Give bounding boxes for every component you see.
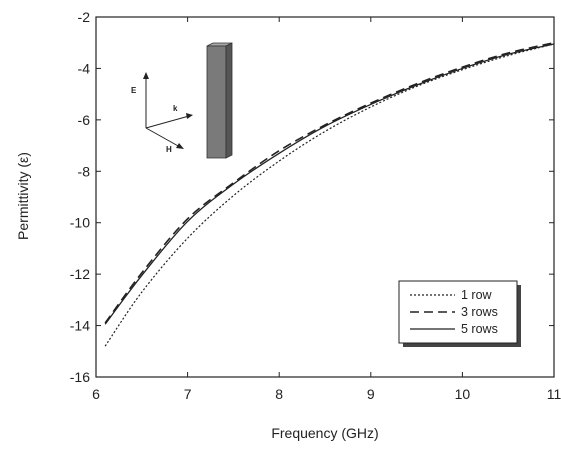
x-axis-label: Frequency (GHz) (271, 425, 378, 441)
series-line-1-row (104, 43, 555, 347)
legend-label-1-row: 1 row (461, 288, 493, 302)
series-layer (104, 41, 555, 347)
y-tick-label: -2 (78, 9, 91, 25)
series-line-5-rows (104, 43, 555, 325)
ticks-layer: 6 7 8 9 10 11 -2 -4 -6 -8 -10 -12 -14 -16 (70, 9, 561, 402)
e-field-label: E (131, 86, 137, 95)
h-arrowhead (176, 143, 184, 149)
k-arrow-line (145, 115, 190, 129)
plot-frame (95, 16, 555, 378)
k-vector-label: k (173, 104, 178, 113)
rod-front (206, 45, 227, 159)
legend-label-3-rows: 3 rows (461, 305, 498, 319)
x-tick-label: 9 (367, 386, 375, 402)
k-arrowhead (186, 113, 193, 119)
axes-icon (143, 72, 193, 149)
x-tick-label: 7 (184, 386, 192, 402)
rod-icon (206, 42, 233, 159)
x-tick-label: 11 (547, 386, 561, 402)
y-tick-label: -12 (70, 266, 90, 282)
y-tick-label: -6 (78, 112, 91, 128)
series-line-3-rows (104, 41, 555, 324)
x-tick-label: 10 (455, 386, 471, 402)
plot-area (95, 16, 555, 378)
y-tick-label: -16 (70, 369, 90, 385)
x-tick-label: 6 (92, 386, 100, 402)
field-orientation-inset: E k H (131, 42, 233, 159)
x-tick-label: 8 (275, 386, 283, 402)
y-tick-label: -8 (78, 163, 91, 179)
rod-side (225, 42, 233, 159)
legend: 1 row 3 rows 5 rows (398, 280, 521, 347)
legend-label-5-rows: 5 rows (461, 322, 498, 336)
y-tick-label: -4 (78, 60, 91, 76)
y-tick-label: -10 (70, 215, 90, 231)
h-field-label: H (166, 145, 172, 154)
h-arrow-line (145, 127, 181, 148)
y-tick-label: -14 (70, 318, 90, 334)
y-axis-label: Permittivity (ε) (15, 152, 31, 240)
e-arrowhead (143, 72, 149, 79)
